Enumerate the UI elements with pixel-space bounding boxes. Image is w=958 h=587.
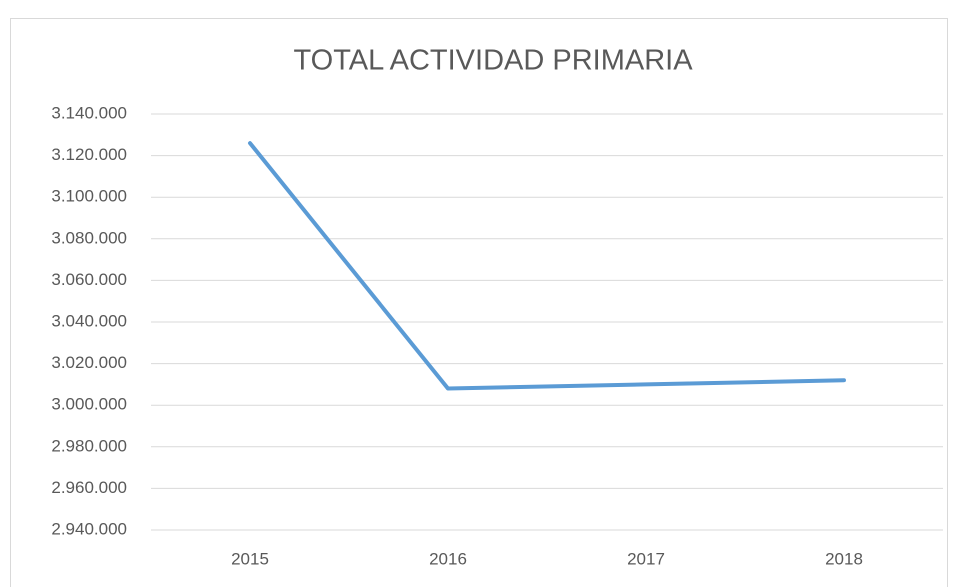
- y-tick-label: 3.060.000: [51, 270, 127, 289]
- x-tick-label: 2015: [231, 549, 269, 568]
- y-tick-label: 2.960.000: [51, 478, 127, 497]
- y-tick-label: 3.140.000: [51, 103, 127, 122]
- line-series: [248, 141, 846, 391]
- y-tick-label: 3.080.000: [51, 228, 127, 247]
- x-tick-label: 2018: [825, 549, 863, 568]
- y-tick-label: 2.980.000: [51, 436, 127, 455]
- chart-title: TOTAL ACTIVIDAD PRIMARIA: [293, 45, 693, 77]
- y-tick-label: 3.000.000: [51, 395, 127, 414]
- y-tick-label: 3.020.000: [51, 353, 127, 372]
- chart-frame: [10, 18, 948, 587]
- y-tick-label: 3.040.000: [51, 311, 127, 330]
- y-tick-label: 3.120.000: [51, 145, 127, 164]
- y-tick-label: 3.100.000: [51, 187, 127, 206]
- x-tick-label: 2016: [429, 549, 467, 568]
- y-tick-label: 2.940.000: [51, 519, 127, 538]
- x-tick-label: 2017: [627, 549, 665, 568]
